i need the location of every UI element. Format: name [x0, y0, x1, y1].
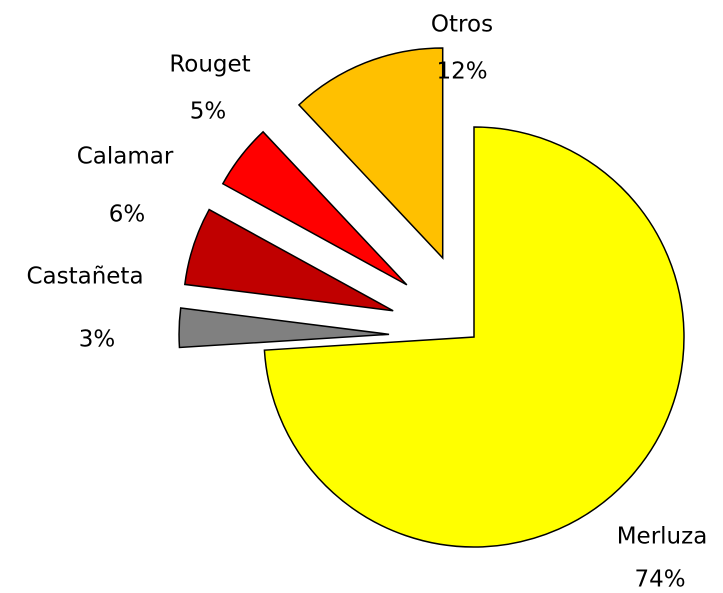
slice-label: Otros	[431, 12, 493, 38]
pie-slice	[297, 47, 444, 260]
value-label: 5%	[190, 99, 227, 125]
slice-label: Merluza	[617, 524, 708, 550]
value-label: 6%	[109, 202, 146, 228]
slice-label: Castañeta	[26, 264, 143, 290]
pie-slice	[178, 307, 390, 349]
slice-label: Calamar	[77, 144, 174, 170]
slice-label: Rouget	[169, 52, 250, 78]
value-label: 3%	[79, 327, 116, 353]
pie-slice	[263, 126, 685, 548]
value-label: 12%	[436, 59, 487, 85]
pie-slice	[183, 208, 394, 312]
pie-slice	[221, 130, 408, 286]
value-label: 74%	[634, 567, 685, 593]
